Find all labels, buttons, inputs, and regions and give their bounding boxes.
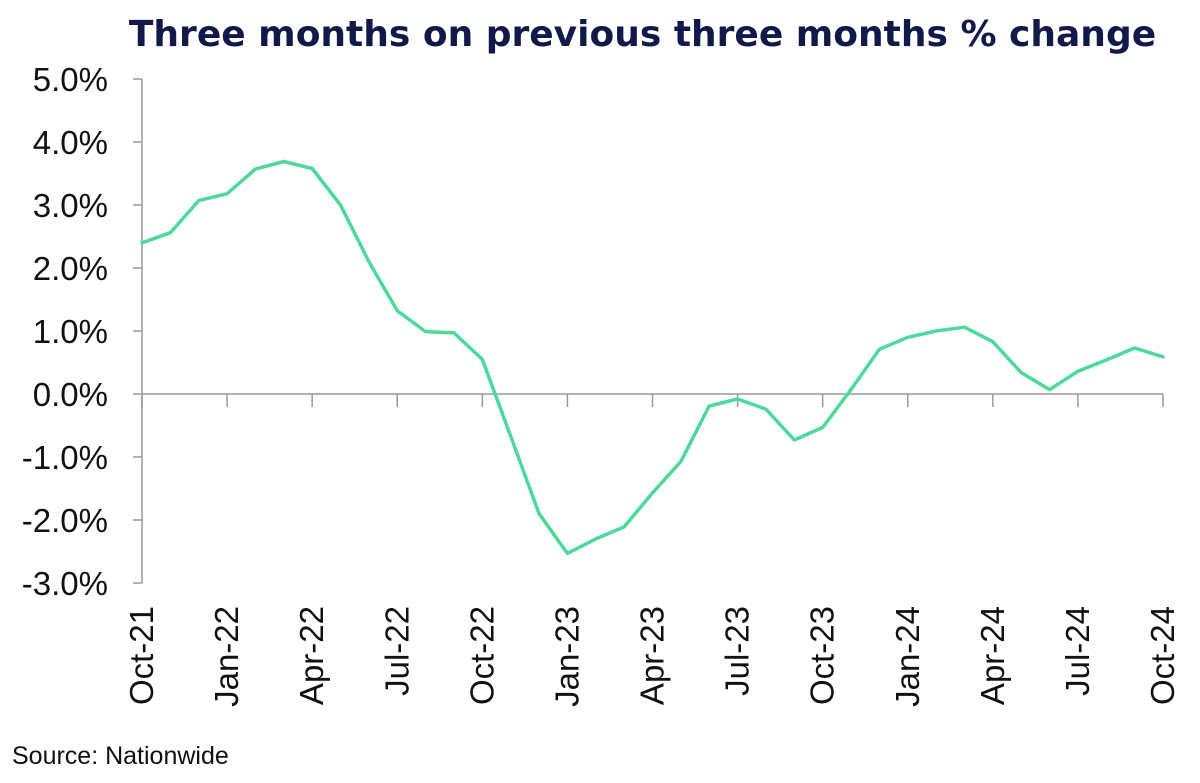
x-axis: Oct-21 Jan-22 Apr-22 Jul-22 Oct-22 Jan-23 Apr-… — [123, 393, 1181, 707]
x-tick-label: Jan-23 — [548, 606, 585, 707]
y-tick-label: 3.0% — [33, 187, 108, 224]
x-tick-label: Oct-24 — [1144, 606, 1181, 705]
y-tick-label: -2.0% — [22, 502, 108, 539]
y-tick-label: 2.0% — [33, 250, 108, 287]
chart-title: Three months on previous three months % … — [128, 14, 1157, 55]
y-tick-label: 0.0% — [33, 376, 108, 413]
x-tick-label: Apr-24 — [974, 606, 1011, 705]
y-tick-label: 5.0% — [33, 61, 108, 98]
x-tick-label: Jul-23 — [719, 606, 756, 696]
x-tick-label: Jan-24 — [889, 606, 926, 707]
x-tick-label: Jul-24 — [1059, 606, 1096, 696]
y-axis: 5.0% 4.0% 3.0% 2.0% 1.0% 0.0% -1.0% -2.0% -3.0% — [22, 61, 143, 602]
series-layer — [140, 159, 1165, 556]
y-tick-label: 1.0% — [33, 313, 108, 350]
x-tick-label: Oct-21 — [123, 606, 160, 705]
y-tick-label: 4.0% — [33, 124, 108, 161]
x-tick-label: Jan-22 — [208, 606, 245, 707]
x-tick-label: Apr-23 — [634, 606, 671, 705]
y-tick-label: -3.0% — [22, 565, 108, 602]
series-line — [140, 159, 1165, 556]
x-tick-label: Apr-22 — [293, 606, 330, 705]
x-tick-label: Jul-22 — [378, 606, 415, 696]
x-tick-label: Oct-22 — [463, 606, 500, 705]
source-note: Source: Nationwide — [12, 742, 229, 770]
x-tick-label: Oct-23 — [804, 606, 841, 705]
y-tick-label: -1.0% — [22, 439, 108, 476]
